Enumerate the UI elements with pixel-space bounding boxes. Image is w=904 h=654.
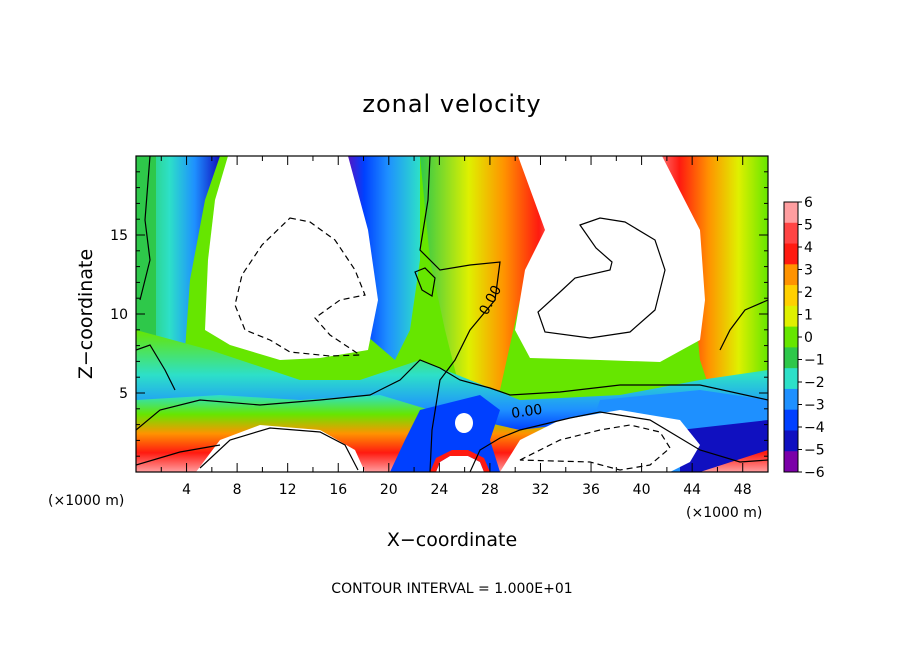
colorbar-swatch — [784, 285, 798, 307]
white-region-lower-right — [500, 410, 700, 472]
x-tick-label: 12 — [279, 482, 297, 498]
x-tick-label: 48 — [734, 482, 752, 498]
white-region-upper-left — [205, 156, 378, 360]
colorbar-tick-label: −2 — [804, 375, 825, 391]
colorbar-tick-label: 2 — [804, 285, 813, 301]
field-mid-column — [420, 156, 560, 390]
y-tick-label: 5 — [119, 386, 128, 402]
y-axis-label: Z−coordinate — [75, 249, 97, 379]
colorbar-tick-label: −6 — [804, 465, 825, 481]
y-axis-ticks: 5 10 15 — [110, 171, 768, 457]
x-tick-label: 40 — [633, 482, 651, 498]
white-region-upper-right — [515, 156, 705, 362]
x-tick-label: 16 — [329, 482, 347, 498]
x-tick-label: 28 — [481, 482, 499, 498]
colorbar-tick-label: 4 — [804, 240, 813, 256]
contour-zero-lower — [136, 411, 768, 472]
contour-zero-mid-column — [419, 156, 501, 472]
contour-closed-right — [537, 217, 666, 339]
y-axis-scale-note: (×1000 m) — [48, 493, 124, 509]
x-tick-label: 24 — [430, 482, 448, 498]
y-tick-label: 15 — [110, 228, 128, 244]
contour-dashed-upper-left — [234, 217, 366, 357]
contour-zero-right-edge — [719, 299, 768, 351]
y-tick-label: 10 — [110, 307, 128, 323]
colorbar-tick-label: −1 — [804, 353, 825, 369]
field-right-bottom-purple — [680, 420, 768, 472]
colorbar-swatch — [784, 326, 798, 348]
colorbar-swatch — [784, 409, 798, 431]
contour-label-1: 0.00 — [510, 402, 543, 422]
contour-zero-upper-band — [136, 359, 768, 431]
colorbar-tick-label: −4 — [804, 420, 825, 436]
x-tick-label: 44 — [683, 482, 701, 498]
colorbar-swatch — [784, 264, 798, 286]
colorbar-tick-label: 5 — [804, 218, 813, 234]
colorbar-swatch — [784, 347, 798, 369]
colorbar-tick-label: −3 — [804, 398, 825, 414]
colorbar-swatch — [784, 305, 798, 328]
contour-lines — [136, 156, 768, 472]
contour-zero-left — [136, 156, 176, 391]
colorbar-swatch — [784, 388, 798, 411]
x-tick-label: 4 — [182, 482, 191, 498]
heatmap-field — [136, 156, 768, 472]
colorbar-swatch — [784, 243, 798, 265]
colorbar-swatch — [784, 202, 798, 224]
contour-closed-small — [414, 267, 436, 297]
field-left-zone — [136, 156, 220, 390]
colorbar-swatch — [784, 368, 798, 390]
x-axis-label: X−coordinate — [387, 529, 517, 551]
x-tick-label: 36 — [582, 482, 600, 498]
contour-dashed-lower-right — [519, 424, 671, 471]
chart-title: zonal velocity — [362, 90, 541, 118]
colorbar-swatch — [784, 451, 798, 473]
x-tick-label: 20 — [380, 482, 398, 498]
x-tick-label: 32 — [532, 482, 550, 498]
colorbar-tick-label: 0 — [804, 330, 813, 346]
colorbar-tick-label: 6 — [804, 195, 813, 211]
x-axis-scale-note: (×1000 m) — [686, 505, 762, 521]
white-region-small-blob — [455, 413, 473, 433]
contour-interval-note: CONTOUR INTERVAL = 1.000E+01 — [331, 581, 572, 597]
colorbar-swatch — [784, 430, 798, 452]
x-axis-ticks: 4 8 12 16 20 24 28 32 36 40 44 48 — [160, 156, 752, 498]
x-tick-label: 8 — [233, 482, 242, 498]
white-region-lower-left — [196, 425, 365, 472]
field-bottom-arch-ring — [430, 450, 490, 472]
colorbar-tick-label: −5 — [804, 443, 825, 459]
colorbar-tick-label: 1 — [804, 308, 813, 324]
colorbar-swatch — [784, 222, 798, 245]
contour-lower-left — [199, 427, 359, 471]
colorbar: 6 5 4 3 2 1 0 −1 −2 −3 −4 −5 −6 — [783, 195, 825, 481]
colorbar-tick-label: 3 — [804, 263, 813, 279]
